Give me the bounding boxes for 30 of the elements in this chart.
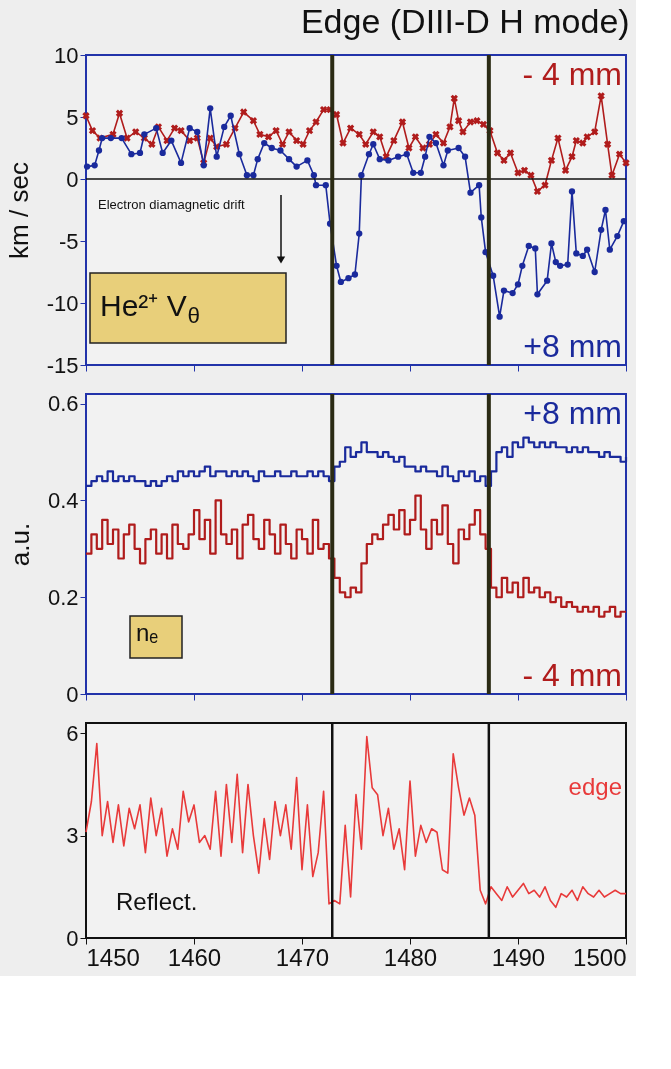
y-tick-label: 0.4	[47, 487, 79, 513]
series-label: +8 mm	[523, 328, 622, 364]
x-tick-label: 1470	[275, 943, 330, 971]
y-tick-label: 3	[66, 823, 79, 849]
x-tick-label: 1460	[167, 943, 222, 971]
y-tick-label: 5	[66, 104, 79, 130]
annotation: Reflect.	[116, 888, 198, 915]
annotation: Electron diamagnetic drift	[98, 197, 246, 212]
y-tick-label: 0	[66, 925, 79, 951]
y-tick-label: 10	[54, 42, 79, 68]
y-tick-label: 0	[66, 166, 79, 192]
y-tick-label: 0.6	[47, 391, 79, 417]
annotation: nₑ	[136, 619, 159, 646]
chart-title: Edge (DIII-D H mode)	[300, 2, 630, 40]
y-axis-title: km / sec	[3, 162, 34, 259]
y-tick-label: 6	[66, 720, 79, 746]
x-tick-label: 1500	[573, 943, 627, 971]
series-label: - 4 mm	[522, 657, 622, 693]
x-tick-label: 1490	[491, 943, 546, 971]
x-tick-label: 1480	[383, 943, 438, 971]
y-tick-label: -10	[46, 290, 79, 316]
y-tick-label: 0	[66, 681, 79, 707]
text: edge	[568, 772, 622, 800]
series-label: - 4 mm	[522, 56, 622, 92]
y-tick-label: -15	[46, 352, 79, 378]
y-axis-title: a.u.	[4, 522, 35, 567]
y-tick-label: -5	[58, 228, 79, 254]
series-label: +8 mm	[523, 395, 622, 431]
x-tick-label: 1450	[86, 943, 140, 971]
y-tick-label: 0.2	[47, 584, 79, 610]
